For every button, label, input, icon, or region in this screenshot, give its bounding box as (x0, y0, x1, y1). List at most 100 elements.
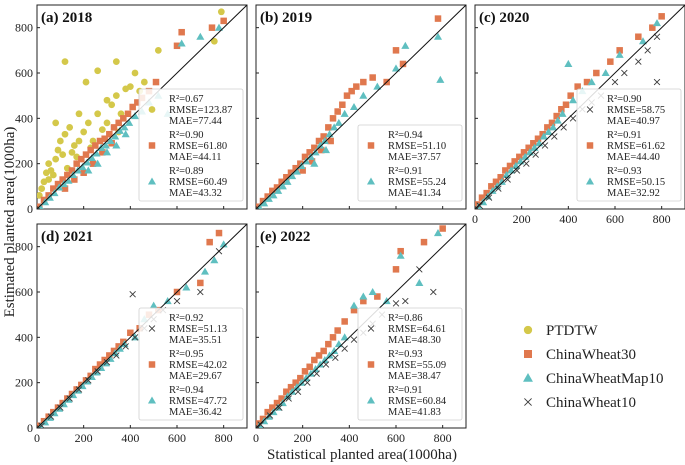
data-point (129, 103, 136, 111)
data-point (292, 383, 301, 391)
data-point (101, 135, 108, 142)
data-point (264, 408, 271, 416)
data-point (349, 102, 359, 111)
data-point (66, 124, 74, 131)
data-point (292, 379, 299, 386)
data-point (219, 240, 228, 248)
stats-marker (585, 177, 595, 185)
data-point (217, 8, 225, 16)
data-point (649, 24, 656, 31)
data-point (120, 123, 129, 131)
data-point (84, 119, 92, 127)
data-point (288, 387, 297, 395)
data-point (120, 115, 127, 122)
stats-text: MAE=29.67 (169, 371, 222, 382)
data-point (75, 386, 83, 393)
data-point (497, 174, 504, 181)
legend-marker (523, 373, 533, 382)
stats-text: RMSE=60.84 (388, 396, 447, 407)
data-point (45, 160, 53, 168)
stats-text: R²=0.89 (169, 166, 203, 177)
stats-text: R²=0.91 (607, 130, 641, 141)
stats-text: RMSE=123.87 (169, 105, 232, 116)
legend-marker (524, 350, 532, 358)
stats-text: RMSE=64.61 (388, 324, 446, 335)
data-point (111, 132, 120, 140)
data-point (121, 130, 130, 138)
data-point (108, 101, 116, 109)
data-point (56, 137, 64, 145)
panel-title: (e) 2022 (260, 229, 310, 245)
data-point (644, 47, 651, 54)
data-point (301, 368, 309, 375)
data-point (85, 377, 92, 384)
data-point (302, 374, 311, 382)
data-point (476, 202, 483, 209)
series-ChinaWheat30 (475, 13, 665, 208)
data-point (601, 68, 610, 77)
data-point (75, 110, 83, 118)
data-point (329, 334, 337, 341)
data-point (621, 69, 628, 77)
data-point (93, 159, 102, 167)
stats-marker (148, 142, 156, 149)
data-point (64, 171, 71, 179)
x-tick-label: 400 (559, 212, 577, 226)
data-point (534, 135, 542, 142)
y-tick-label: 400 (15, 330, 33, 344)
data-point (98, 126, 106, 134)
plot-area (256, 5, 466, 209)
data-point (54, 146, 62, 154)
data-point (320, 133, 327, 140)
data-point (350, 306, 358, 314)
data-point (92, 142, 99, 149)
data-point (82, 151, 90, 158)
stats-text: MAE=44.11 (169, 152, 222, 163)
data-point (635, 58, 642, 65)
stats-marker (367, 142, 375, 149)
data-point (329, 115, 337, 122)
series-ChinaWheat30 (256, 225, 446, 427)
data-point (287, 383, 295, 391)
data-point (64, 176, 73, 184)
stats-text: MAE=32.92 (607, 188, 660, 199)
data-point (283, 388, 290, 395)
data-point (506, 162, 514, 170)
data-point (140, 78, 148, 86)
data-point (297, 378, 306, 386)
x-tick-label: 600 (606, 212, 624, 226)
data-point (61, 185, 69, 192)
data-point (299, 167, 306, 174)
data-point (47, 413, 55, 420)
stats-text: R²=0.90 (607, 94, 641, 105)
data-point (392, 266, 400, 273)
panel-title: (b) 2019 (260, 10, 312, 26)
data-point (89, 160, 97, 167)
data-point (94, 110, 102, 118)
data-point (397, 247, 404, 255)
data-point (488, 186, 497, 194)
data-point (564, 59, 573, 67)
legend: PTDTW ChinaWheat30 ChinaWheatMap10 ChinaWhe… (523, 323, 663, 411)
data-point (50, 185, 57, 192)
data-point (260, 199, 269, 207)
data-point (339, 101, 346, 108)
y-tick-label: 400 (15, 111, 33, 125)
stats-text: RMSE=51.13 (169, 324, 227, 335)
y-tick-label: 200 (15, 157, 33, 171)
data-point (340, 109, 349, 117)
data-point (325, 351, 334, 359)
data-point (99, 149, 106, 156)
data-point (353, 83, 360, 90)
stats-text: RMSE=58.75 (607, 105, 665, 116)
data-point (658, 13, 665, 20)
data-point (297, 160, 304, 167)
data-point (278, 178, 285, 186)
data-point (593, 69, 600, 77)
stats-text: RMSE=50.15 (607, 177, 665, 188)
data-point (257, 421, 264, 428)
stats-marker (147, 177, 157, 185)
data-point (259, 415, 267, 423)
